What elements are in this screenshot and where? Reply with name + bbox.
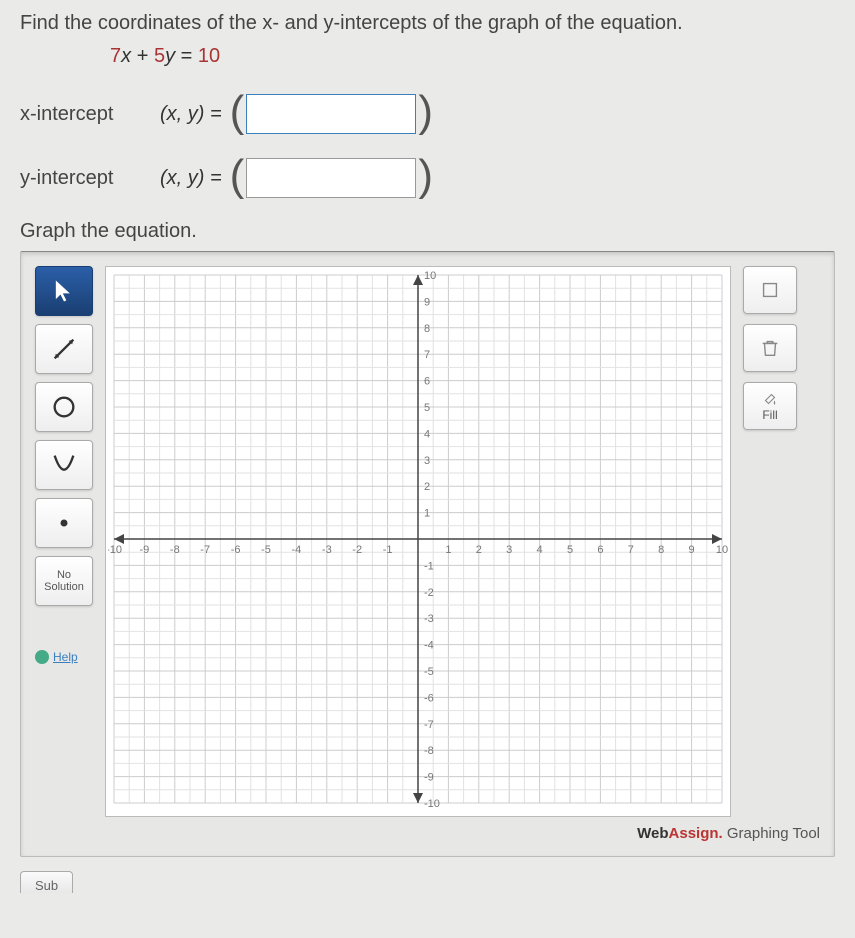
svg-text:10: 10 [716,544,728,556]
pointer-icon [50,277,78,305]
svg-text:3: 3 [424,455,430,467]
svg-text:8: 8 [424,323,430,335]
svg-text:-1: -1 [424,560,434,572]
open-paren-x: ( [230,90,245,134]
brand-web: Web [637,825,668,842]
svg-text:6: 6 [597,544,603,556]
svg-text:5: 5 [424,402,430,414]
line-tool[interactable] [35,324,93,374]
var2: y [165,45,175,67]
parabola-tool[interactable] [35,440,93,490]
graph-heading: Graph the equation. [20,220,835,243]
clear-icon [759,279,781,301]
svg-text:1: 1 [424,508,430,520]
var1: x [121,45,131,67]
graphing-tool-panel: No Solution Help -10 -9 -8 -7 -6 -5 -4 -3 -2 -1 1 2… [20,251,835,857]
trash-icon [759,337,781,359]
brand-tool: Graphing Tool [723,825,820,842]
svg-text:10: 10 [424,270,436,282]
fill-icon [760,390,780,408]
submit-button[interactable]: Sub [20,871,73,893]
graph-canvas[interactable]: -10 -9 -8 -7 -6 -5 -4 -3 -2 -1 1 2 3 4 5 6 7 8 9 10 -10 -9 -8 -… [105,266,731,817]
svg-text:-7: -7 [200,544,210,556]
svg-text:4: 4 [537,544,543,556]
svg-text:9: 9 [424,296,430,308]
plus-op: + [137,45,149,67]
y-intercept-row: y-intercept (x, y) = ( ) [20,156,835,200]
eq-sign: = [181,45,193,67]
close-paren-x: ) [418,90,433,134]
svg-text:-2: -2 [352,544,362,556]
svg-text:-9: -9 [424,772,434,784]
coef1: 7 [110,45,121,67]
y-intercept-label: y-intercept [20,167,160,190]
help-icon [35,650,49,664]
point-icon [50,509,78,537]
clear-button[interactable] [743,266,797,314]
circle-tool[interactable] [35,382,93,432]
svg-text:1: 1 [445,544,451,556]
svg-text:-4: -4 [424,640,434,652]
rhs: 10 [198,45,220,67]
point-tool[interactable] [35,498,93,548]
branding-footer: WebAssign. Graphing Tool [35,825,820,842]
svg-text:-3: -3 [424,613,434,625]
help-label: Help [53,650,78,664]
coordinate-grid: -10 -9 -8 -7 -6 -5 -4 -3 -2 -1 1 2 3 4 5 6 7 8 9 10 -10 -9 -8 -… [108,269,728,809]
delete-button[interactable] [743,324,797,372]
right-toolbar: Fill [743,266,797,817]
svg-text:-10: -10 [424,798,440,809]
help-link[interactable]: Help [35,650,93,664]
open-paren-y: ( [230,154,245,198]
line-icon [50,335,78,363]
svg-text:-5: -5 [261,544,271,556]
svg-text:-3: -3 [322,544,332,556]
svg-text:-8: -8 [424,745,434,757]
svg-text:7: 7 [424,349,430,361]
svg-text:3: 3 [506,544,512,556]
close-paren-y: ) [418,154,433,198]
pointer-tool[interactable] [35,266,93,316]
xy-equals-x: (x, y) = [160,103,222,126]
svg-text:2: 2 [476,544,482,556]
svg-text:-10: -10 [108,544,122,556]
left-toolbar: No Solution Help [35,266,93,817]
svg-text:8: 8 [658,544,664,556]
y-intercept-input[interactable] [246,158,416,198]
xy-equals-y: (x, y) = [160,167,222,190]
parabola-icon [50,451,78,479]
svg-text:-2: -2 [424,587,434,599]
svg-text:4: 4 [424,428,430,440]
svg-text:-6: -6 [424,692,434,704]
circle-icon [50,393,78,421]
svg-text:-9: -9 [140,544,150,556]
svg-text:-8: -8 [170,544,180,556]
question-prompt: Find the coordinates of the x- and y-int… [20,12,835,35]
x-intercept-row: x-intercept (x, y) = ( ) [20,92,835,136]
no-solution-button[interactable]: No Solution [35,556,93,606]
svg-text:7: 7 [628,544,634,556]
fill-button[interactable]: Fill [743,382,797,430]
svg-text:-1: -1 [383,544,393,556]
brand-assign: Assign. [669,825,723,842]
fill-label: Fill [762,408,777,422]
svg-text:6: 6 [424,376,430,388]
svg-text:-5: -5 [424,666,434,678]
coef2: 5 [154,45,165,67]
x-intercept-label: x-intercept [20,103,160,126]
svg-text:9: 9 [689,544,695,556]
x-intercept-input[interactable] [246,94,416,134]
svg-text:5: 5 [567,544,573,556]
svg-text:-6: -6 [231,544,241,556]
equation-display: 7x + 5y = 10 [110,45,835,68]
svg-text:2: 2 [424,481,430,493]
svg-text:-4: -4 [292,544,302,556]
svg-text:-7: -7 [424,719,434,731]
